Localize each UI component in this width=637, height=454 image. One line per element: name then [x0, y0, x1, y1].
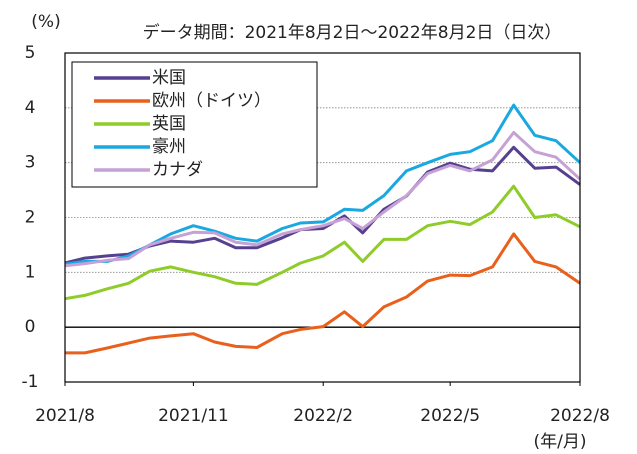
y-axis-label: (%)	[31, 12, 60, 32]
y-tick-label: 5	[25, 43, 36, 63]
x-tick-label: 2021/8	[35, 406, 95, 426]
x-tick-label: 2022/5	[420, 406, 480, 426]
y-tick-label: -1	[22, 372, 39, 392]
y-tick-label: 4	[25, 98, 36, 118]
x-tick-label: 2022/2	[293, 406, 353, 426]
legend-label: 豪州	[152, 136, 186, 157]
legend-label: 米国	[152, 68, 186, 88]
legend-label: 英国	[152, 114, 186, 134]
plot-frame	[64, 52, 581, 383]
y-tick-label: 2	[25, 208, 36, 228]
subtitle: データ期間：2021年8月2日～2022年8月2日（日次）	[143, 22, 562, 43]
y-tick-label: 1	[25, 262, 36, 282]
y-tick-label: 0	[25, 317, 36, 337]
series-line	[65, 232, 581, 355]
series-line	[64, 184, 581, 301]
legend-label: 欧州（ドイツ）	[152, 91, 271, 111]
x-tick-label: 2021/11	[158, 406, 229, 426]
x-tick-label: 2022/8	[550, 406, 610, 426]
series-line	[64, 131, 582, 268]
legend-label: カナダ	[152, 160, 203, 180]
x-axis-label: (年/月)	[534, 432, 587, 450]
y-tick-label: 3	[25, 153, 36, 173]
